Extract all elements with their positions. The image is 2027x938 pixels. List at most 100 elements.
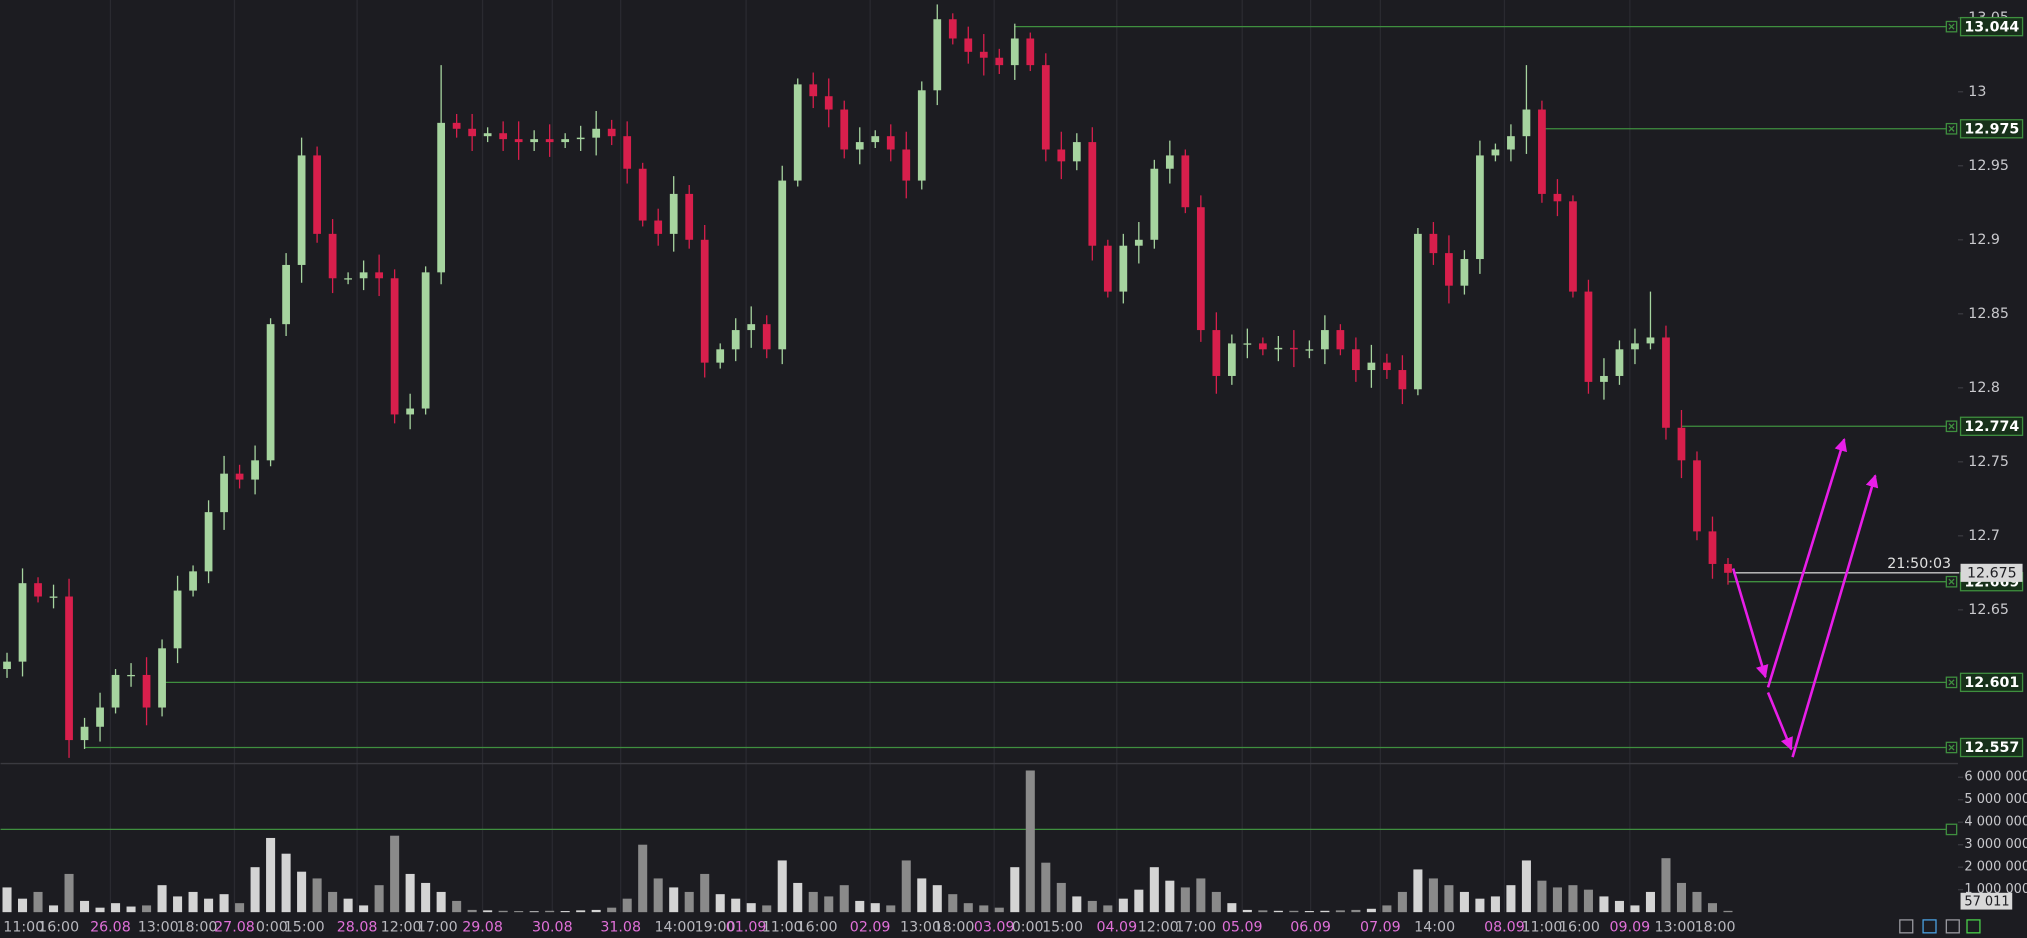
candle-body <box>1196 207 1205 331</box>
icon[interactable] <box>1922 919 1937 934</box>
candle-body <box>871 136 880 143</box>
candle-body <box>530 139 539 143</box>
volume-tick-label: 6 000 000 <box>1964 770 2027 785</box>
volume-bar <box>731 898 741 913</box>
toolbar-icons <box>1899 919 1981 934</box>
candle-body <box>793 84 802 181</box>
candle-body <box>390 278 399 415</box>
volume-bar <box>1676 882 1686 913</box>
volume-bar <box>1227 903 1237 913</box>
candle-body <box>173 590 182 649</box>
volume-bar <box>188 891 198 913</box>
candle-body <box>344 278 352 280</box>
volume-bar <box>1459 891 1469 913</box>
volume-bar <box>948 894 958 913</box>
levels <box>0 20 1960 836</box>
candle-body <box>251 460 259 480</box>
volume-bar <box>80 900 90 913</box>
volume-bar <box>622 898 632 913</box>
x-tick-label: 18:00 <box>176 920 217 936</box>
candle-body <box>1367 362 1376 371</box>
x-tick-label: 29.08 <box>462 920 503 936</box>
volume-bar <box>808 891 818 913</box>
volume-bar <box>1351 909 1361 913</box>
volume-bar <box>1289 910 1299 913</box>
last-volume-label: 57 011 <box>1964 894 2009 909</box>
volume-tick-label: 2 000 000 <box>1964 860 2027 875</box>
candle-body <box>1336 330 1345 350</box>
current-price-box <box>1960 563 2023 582</box>
volume-bar <box>1614 900 1624 913</box>
candle-body <box>406 408 415 415</box>
candle-body <box>576 137 585 140</box>
level-label: 12.774 <box>1964 419 2019 435</box>
volume-bar <box>467 909 477 913</box>
volume-bar <box>64 873 74 913</box>
level-label-box <box>1959 672 2024 693</box>
icon[interactable] <box>1945 919 1960 934</box>
level-label-box <box>1959 416 2024 436</box>
volume-bar <box>1134 889 1144 913</box>
candle-body <box>1429 233 1438 254</box>
volume-bar <box>700 873 710 913</box>
volume-bar <box>343 898 353 913</box>
icon[interactable] <box>1966 919 1981 934</box>
volume-bar <box>514 911 524 913</box>
candle-body <box>716 349 725 363</box>
volume-bar <box>1335 910 1345 913</box>
candle-body <box>1289 347 1298 350</box>
candle-body <box>1677 427 1686 461</box>
y-tick-label: 13 <box>1968 84 1986 100</box>
x-tick-label: 11:00 <box>3 920 44 936</box>
candle-body <box>1553 193 1562 202</box>
x-tick-label: 07.09 <box>1360 920 1401 936</box>
volume-bar <box>142 905 152 913</box>
candle-body <box>328 233 337 279</box>
volume-tick-label: 5 000 000 <box>1964 792 2027 807</box>
candle-body <box>359 272 368 279</box>
x-tick-label: 19:00 <box>695 920 736 936</box>
level-label: 13.044 <box>1964 19 2019 35</box>
volume-bar <box>1103 905 1113 913</box>
candle-body <box>669 193 678 234</box>
volume-bar <box>1025 770 1035 913</box>
candle-body <box>1724 563 1732 573</box>
volume-bar <box>1056 882 1066 913</box>
candle-body <box>1057 149 1066 162</box>
volume-bar <box>219 894 229 913</box>
candle-body <box>840 109 849 150</box>
volume-bar <box>1630 905 1640 913</box>
candle-body <box>778 180 787 350</box>
y-tick-label: 12.75 <box>1968 454 2009 470</box>
candle-body <box>855 142 864 150</box>
candle-body <box>1088 142 1097 246</box>
volume-bar <box>1568 885 1578 913</box>
x-tick-label: 27.08 <box>214 920 255 936</box>
x-tick-label: 12:00 <box>1138 920 1179 936</box>
candle-body <box>1010 38 1019 66</box>
arrow <box>1791 474 1879 758</box>
candle-body <box>1646 337 1655 344</box>
volume-bar <box>1599 896 1609 913</box>
volume-bar <box>684 891 694 913</box>
volume-bar <box>669 887 679 913</box>
candles <box>3 4 1732 758</box>
y-tick-label: 12.9 <box>1968 232 2000 248</box>
volume-bar <box>653 878 663 913</box>
x-tick-label: 13:00 <box>900 920 941 936</box>
volume-bar <box>824 896 834 913</box>
candle-body <box>809 84 818 97</box>
x-tick-label: 16:00 <box>1559 920 1600 936</box>
candle-body <box>1103 245 1112 292</box>
candle-body <box>483 133 492 137</box>
candle-body <box>1305 349 1314 351</box>
volume-bar <box>855 900 865 913</box>
volume-bar <box>2 887 12 913</box>
last-volume-box <box>1960 892 2013 910</box>
level-label-box <box>1959 16 2024 37</box>
candle-body <box>266 324 275 461</box>
icon[interactable] <box>1899 919 1914 934</box>
volume-bar <box>1506 885 1516 913</box>
volume-bar <box>1304 911 1314 913</box>
volume-bar <box>281 853 291 913</box>
